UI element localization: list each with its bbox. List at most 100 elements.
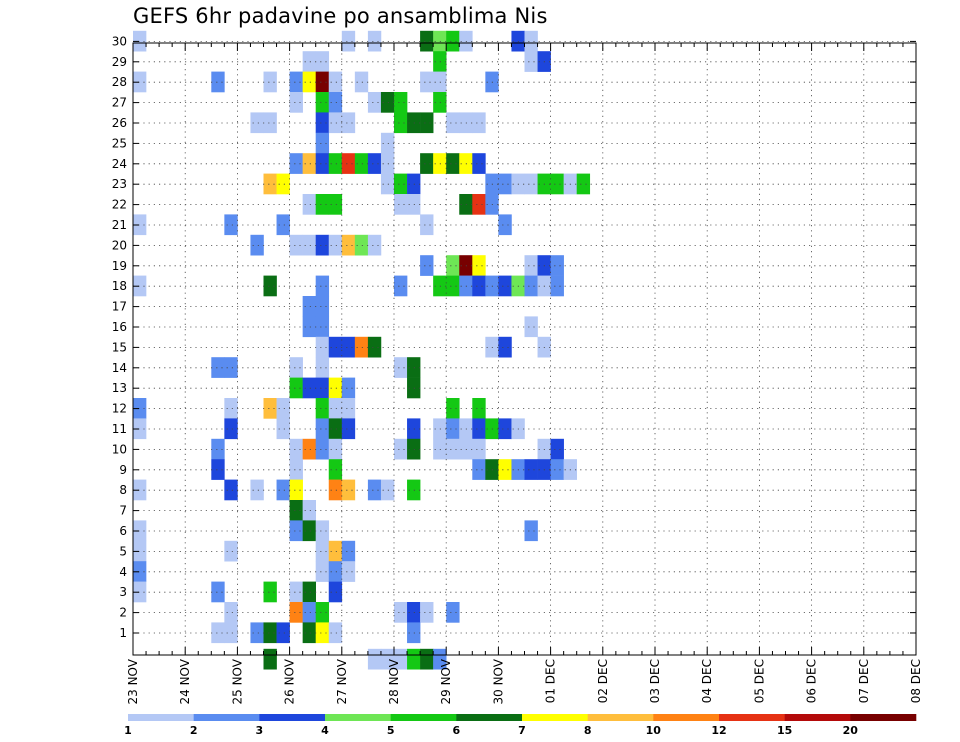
heatmap-cell xyxy=(367,153,382,174)
y-tick-label: 5 xyxy=(119,544,127,558)
heatmap-cell xyxy=(302,602,316,623)
y-tick-label: 12 xyxy=(112,402,127,416)
heatmap-cell xyxy=(263,112,277,134)
heatmap-cell xyxy=(354,153,369,174)
y-tick-label: 24 xyxy=(112,157,127,171)
heatmap-cell xyxy=(315,561,330,582)
colorbar-label: 1 xyxy=(124,724,132,737)
heatmap-cell xyxy=(315,92,330,113)
heatmap-cell xyxy=(224,479,238,501)
heatmap-cell xyxy=(394,194,408,215)
heatmap-cell xyxy=(224,357,238,378)
heatmap-cell xyxy=(224,398,238,419)
heatmap-cell xyxy=(302,500,316,521)
colorbar-segment xyxy=(587,714,654,721)
heatmap-cell xyxy=(407,418,421,440)
heatmap-cell xyxy=(302,234,316,256)
colorbar-label: 6 xyxy=(452,724,460,737)
heatmap-cell xyxy=(328,418,343,440)
heatmap-cell xyxy=(550,255,564,276)
heatmap-cell xyxy=(394,92,408,113)
heatmap-cell xyxy=(367,336,382,358)
heatmap-cell xyxy=(380,92,395,113)
x-tick-label: 02 DEC xyxy=(596,659,610,703)
heatmap-cell xyxy=(289,520,303,542)
heatmap-cell xyxy=(394,602,408,623)
heatmap-cell xyxy=(276,398,290,419)
heatmap-cell xyxy=(328,71,343,93)
heatmap-cell xyxy=(289,581,303,603)
heatmap-cell xyxy=(302,622,316,644)
heatmap-cell xyxy=(328,234,343,256)
heatmap-cell xyxy=(315,234,330,256)
heatmap-cell xyxy=(315,71,330,93)
heatmap-cell xyxy=(224,622,238,644)
heatmap-cell xyxy=(472,255,486,276)
heatmap-cell xyxy=(446,418,460,440)
heatmap-cell xyxy=(550,275,564,297)
x-tick-label: 28 NOV xyxy=(387,658,401,704)
heatmap-cell xyxy=(315,296,330,317)
heatmap-cell xyxy=(289,479,303,501)
heatmap-cell xyxy=(394,648,408,670)
heatmap-cell xyxy=(380,153,395,174)
heatmap-cell xyxy=(550,438,564,460)
heatmap-cell xyxy=(341,336,356,358)
y-tick-label: 21 xyxy=(112,218,127,232)
heatmap-cell xyxy=(302,296,316,317)
y-tick-label: 13 xyxy=(112,381,127,395)
heatmap-cell xyxy=(367,479,382,501)
y-tick-label: 6 xyxy=(119,524,127,538)
heatmap-cell xyxy=(341,398,356,419)
heatmap-cell xyxy=(524,51,538,72)
colorbar-label: 7 xyxy=(518,724,526,737)
colorbar-label: 12 xyxy=(711,724,726,737)
heatmap-cell xyxy=(289,234,303,256)
y-tick-label: 17 xyxy=(112,300,127,314)
colorbar-segment xyxy=(850,714,917,721)
colorbar-segment xyxy=(325,714,391,721)
heatmap-cell xyxy=(498,336,512,358)
x-tick-label: 25 NOV xyxy=(230,658,244,704)
heatmap-cell xyxy=(407,357,421,378)
y-tick-label: 2 xyxy=(119,606,127,620)
heatmap-cell xyxy=(263,275,277,297)
colorbar-label: 20 xyxy=(843,724,859,737)
heatmap-cell xyxy=(328,92,343,113)
heatmap-cell xyxy=(328,561,343,582)
heatmap-cell xyxy=(407,479,421,501)
heatmap-cell xyxy=(341,540,356,562)
heatmap-cell xyxy=(211,622,225,644)
heatmap-cell xyxy=(315,398,330,419)
heatmap-cell xyxy=(446,438,460,460)
heatmap-cell xyxy=(420,648,434,670)
heatmap-cell xyxy=(498,214,512,236)
y-tick-label: 10 xyxy=(112,442,127,456)
heatmap-cell xyxy=(263,71,277,93)
x-tick-label: 01 DEC xyxy=(544,659,558,703)
heatmap-cell xyxy=(289,153,303,174)
heatmap-cell xyxy=(446,30,460,52)
heatmap-cell xyxy=(420,602,434,623)
heatmap-cell xyxy=(263,581,277,603)
heatmap-cell xyxy=(341,112,356,134)
heatmap-cell xyxy=(328,336,343,358)
heatmap-cell xyxy=(328,459,343,480)
heatmap-cell xyxy=(315,275,330,297)
heatmap-cell xyxy=(315,316,330,338)
heatmap-cell xyxy=(302,438,316,460)
colorbar-segment xyxy=(193,714,260,721)
y-tick-label: 16 xyxy=(112,320,127,334)
heatmap-cell xyxy=(315,602,330,623)
colorbar-segment xyxy=(653,714,720,721)
heatmap-cell xyxy=(328,479,343,501)
heatmap-cell xyxy=(250,479,264,501)
heatmap-cell xyxy=(289,438,303,460)
heatmap-cell xyxy=(380,173,395,195)
heatmap-cell xyxy=(211,438,225,460)
colorbar-label: 10 xyxy=(646,724,662,737)
heatmap-cell xyxy=(407,602,421,623)
heatmap-cell xyxy=(407,622,421,644)
heatmap-cell xyxy=(328,622,343,644)
